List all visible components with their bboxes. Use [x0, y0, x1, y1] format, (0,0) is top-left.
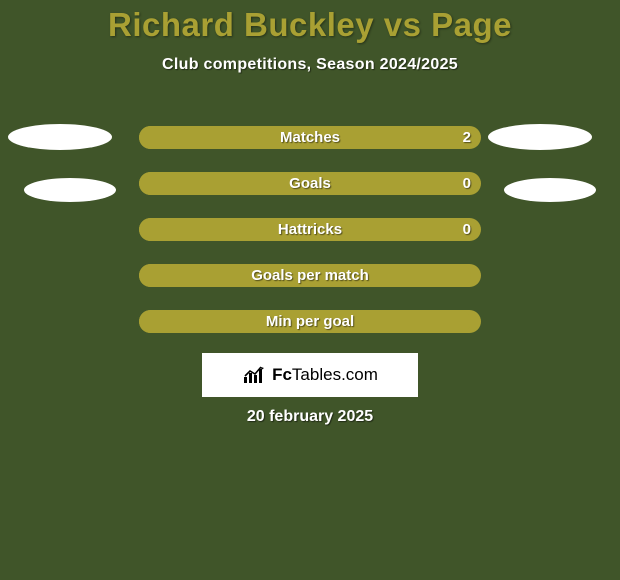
- stat-bar-fill: [139, 172, 474, 195]
- stat-row: Goals0: [139, 172, 481, 195]
- fctables-attribution: FcTables.com: [202, 353, 418, 397]
- stat-bar-fill: [139, 218, 471, 241]
- page-title: Richard Buckley vs Page: [0, 0, 620, 44]
- date-label: 20 february 2025: [0, 408, 620, 426]
- decorative-ellipse: [504, 178, 596, 202]
- subtitle: Club competitions, Season 2024/2025: [0, 56, 620, 74]
- attribution-text: FcTables.com: [272, 365, 378, 385]
- logo-suffix: Tables.com: [292, 365, 378, 384]
- stat-row: Hattricks0: [139, 218, 481, 241]
- stat-row: Matches2: [139, 126, 481, 149]
- stat-row: Min per goal: [139, 310, 481, 333]
- decorative-ellipse: [24, 178, 116, 202]
- decorative-ellipse: [8, 124, 112, 150]
- stat-bar-fill: [139, 126, 474, 149]
- comparison-infographic: Richard Buckley vs Page Club competition…: [0, 0, 620, 580]
- chart-icon: [242, 365, 266, 385]
- stat-bar-fill: [139, 310, 471, 333]
- stat-row: Goals per match: [139, 264, 481, 287]
- decorative-ellipse: [488, 124, 592, 150]
- stat-bar-fill: [139, 264, 471, 287]
- logo-prefix: Fc: [272, 365, 292, 384]
- stats-panel: Matches2 Goals0 Hattricks0 Goals per match M…: [139, 126, 481, 356]
